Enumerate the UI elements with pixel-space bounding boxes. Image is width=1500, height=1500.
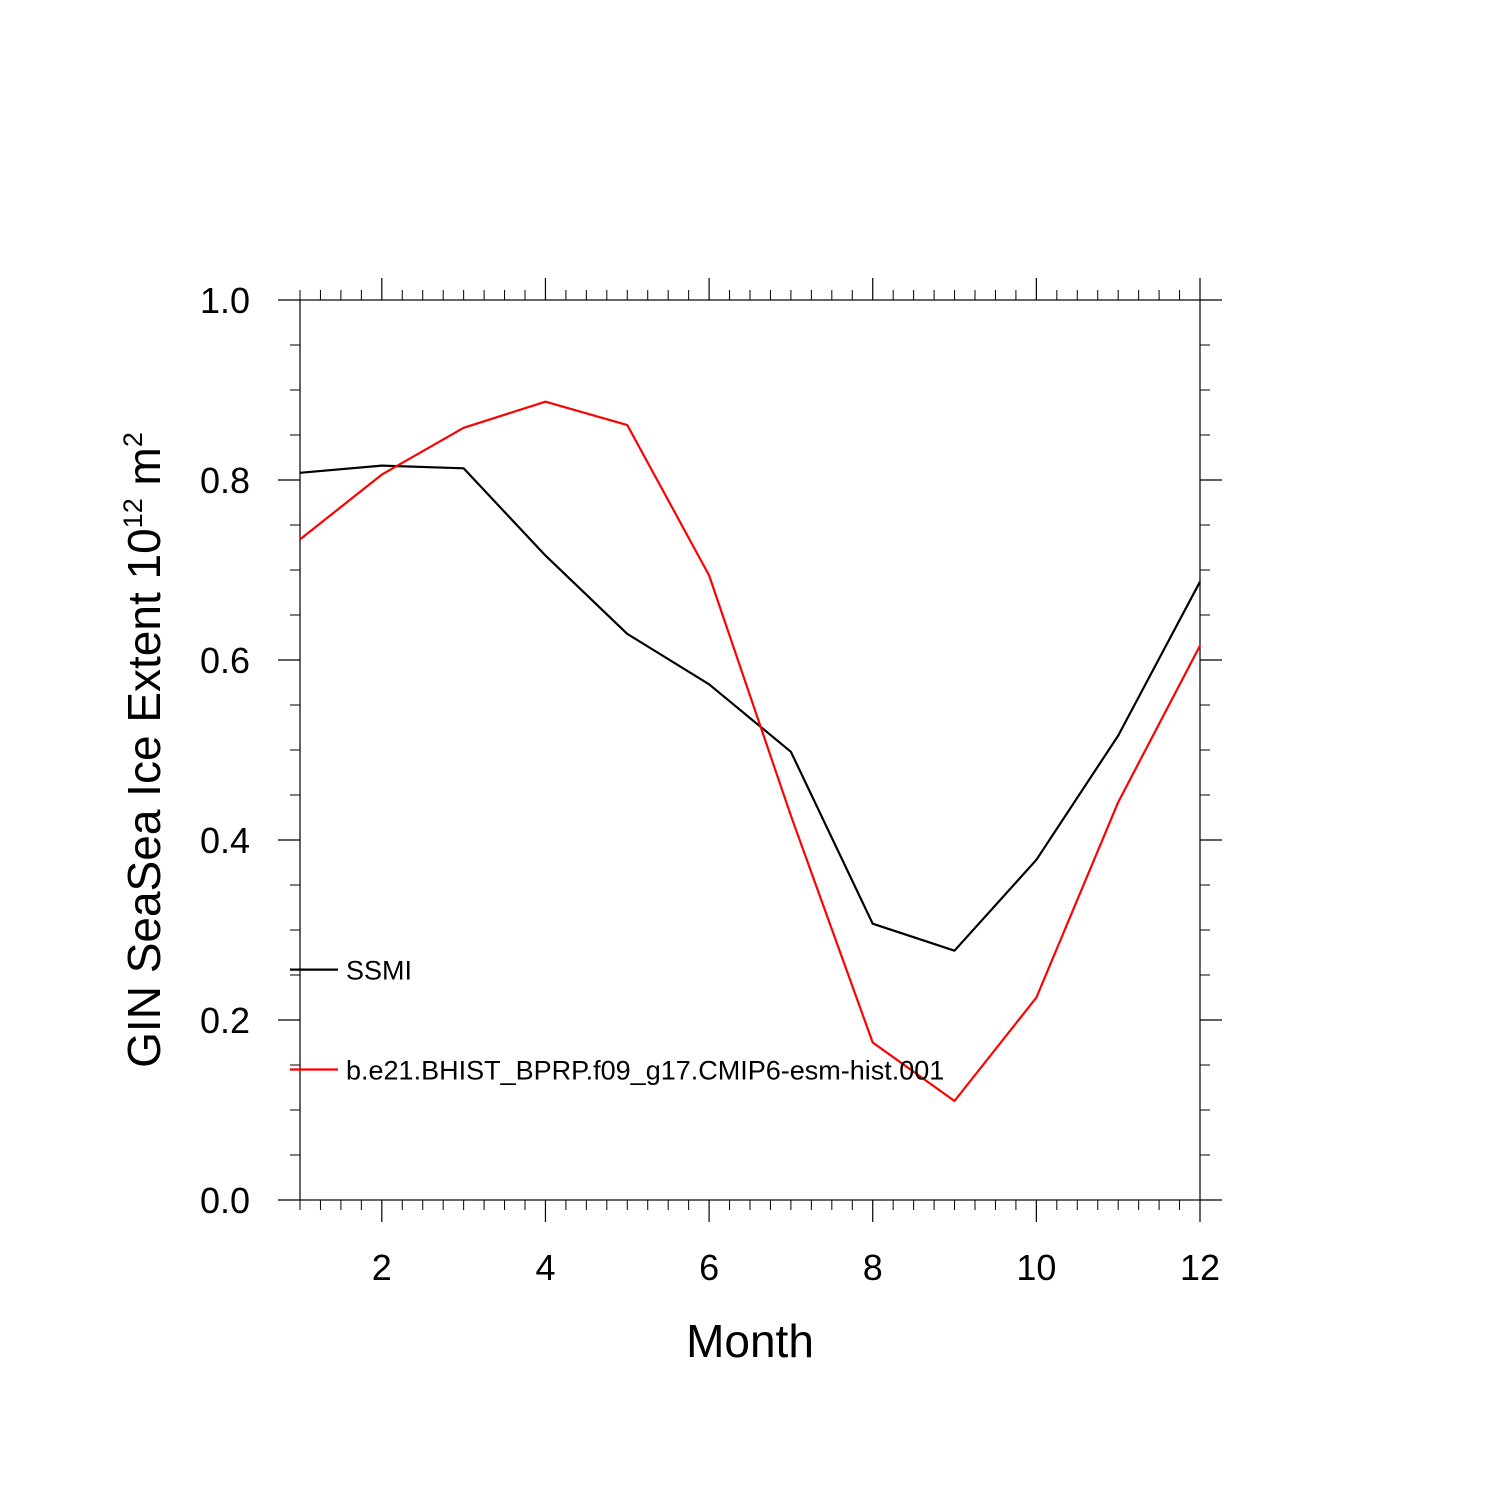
y-tick-label: 1.0 [200,280,250,321]
x-tick-label: 8 [863,1247,883,1288]
y-axis-title-unit: m [118,447,170,498]
series-line-1 [299,464,1201,952]
x-tick-label: 12 [1180,1247,1220,1288]
y-tick-label: 0.2 [200,1000,250,1041]
y-axis-title: GIN SeaSea Ice Extent 1012 m2 [118,432,170,1068]
axes: 2 4 6 8 10 12 0.0 0.2 0.4 0.6 0.8 1.0 [200,278,1222,1288]
y-tick-label: 0.4 [200,820,250,861]
y-tick-label: 0.0 [200,1180,250,1221]
series-line-2 [299,400,1201,1103]
x-tick-label: 10 [1016,1247,1056,1288]
x-axis-title: Month [686,1315,814,1367]
x-tick-label: 4 [535,1247,555,1288]
x-tick-label: 2 [372,1247,392,1288]
y-tick-label: 0.6 [200,640,250,681]
y-axis-title-unit-exponent: 2 [118,432,148,447]
series-lines [299,400,1201,1103]
legend-label-2: b.e21.BHIST_BPRP.f09_g17.CMIP6-esm-hist.… [346,1056,944,1086]
y-axis-title-text: GIN SeaSea Ice Extent 10 [118,528,170,1068]
y-axis-title-exponent: 12 [118,498,148,528]
x-tick-label: 6 [699,1247,719,1288]
legend-label-1: SSMI [346,956,412,986]
y-tick-label: 0.8 [200,460,250,501]
legend: SSMI b.e21.BHIST_BPRP.f09_g17.CMIP6-esm-h… [290,956,944,1086]
